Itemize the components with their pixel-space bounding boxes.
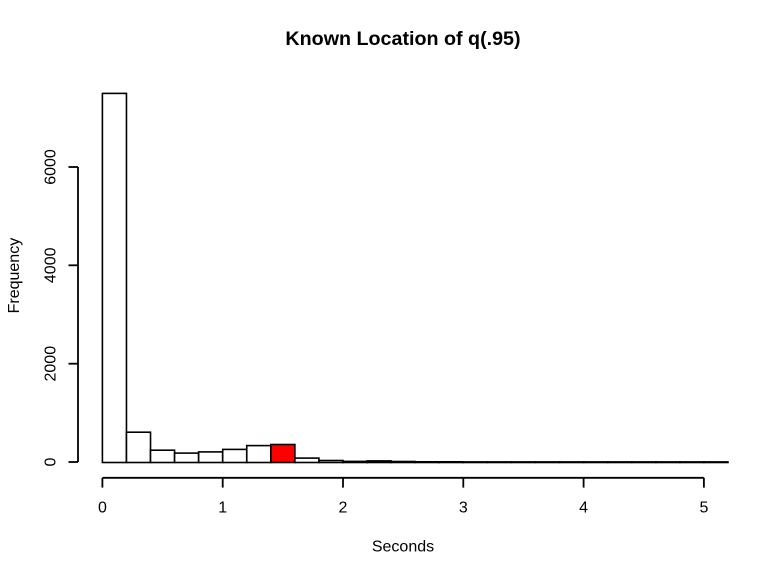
svg-text:4: 4: [579, 500, 588, 517]
svg-text:1: 1: [218, 500, 227, 517]
svg-text:0: 0: [42, 457, 59, 466]
svg-text:4000: 4000: [42, 247, 59, 283]
svg-text:Frequency: Frequency: [6, 238, 23, 314]
svg-text:6000: 6000: [42, 149, 59, 185]
svg-text:2000: 2000: [42, 346, 59, 382]
svg-text:5: 5: [699, 500, 708, 517]
svg-text:2: 2: [339, 500, 348, 517]
svg-text:0: 0: [98, 500, 107, 517]
svg-text:3: 3: [459, 500, 468, 517]
svg-text:Seconds: Seconds: [372, 539, 434, 556]
svg-text:Known Location of q(.95): Known Location of q(.95): [285, 28, 520, 50]
